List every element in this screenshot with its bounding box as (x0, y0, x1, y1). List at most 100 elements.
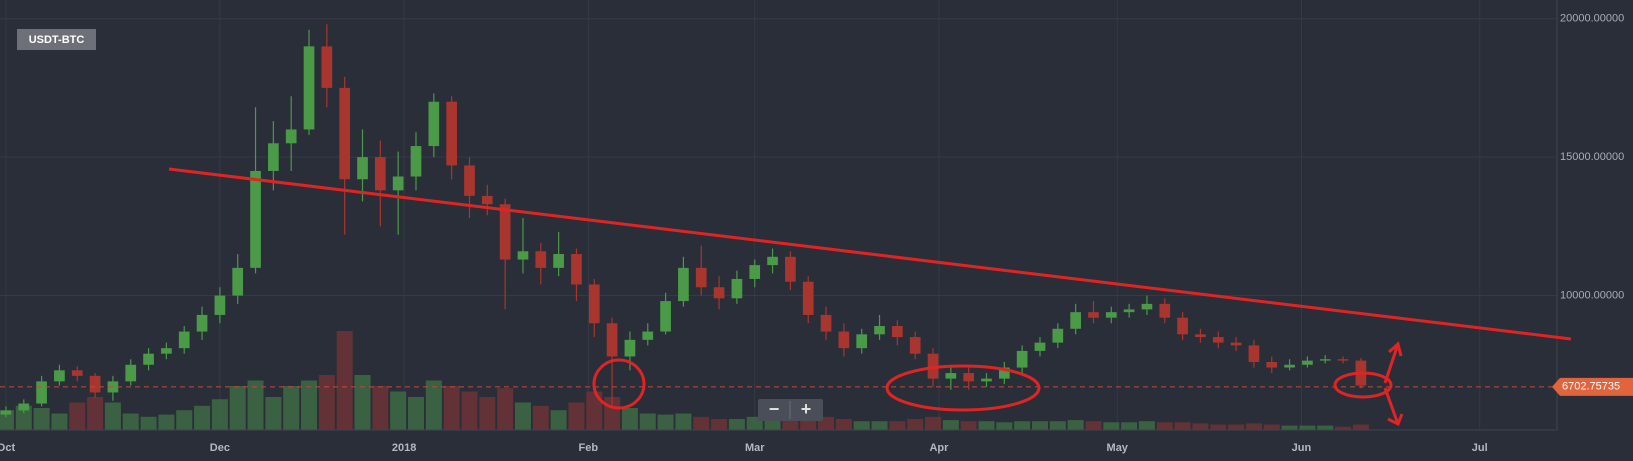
candle-body (339, 87, 351, 180)
volume-bar (301, 380, 318, 430)
arrow-up (1383, 341, 1403, 384)
volume-bar (122, 413, 139, 430)
candle-body (1070, 312, 1081, 329)
volume-bar (728, 419, 745, 430)
x-tick-label: Mar (745, 442, 765, 454)
x-tick-label: Dec (210, 442, 230, 454)
volume-bar (924, 416, 942, 430)
volume-bar (1067, 420, 1084, 430)
candle-body (1159, 303, 1171, 318)
ellipse-annotation (1333, 371, 1393, 399)
volume-bar (51, 413, 68, 430)
candle-body (1337, 359, 1349, 361)
candle-body (0, 410, 12, 415)
volume-bar (140, 416, 157, 430)
candle-body (1248, 345, 1260, 363)
candle-body (945, 373, 957, 379)
volume-bar (514, 402, 531, 430)
volume-bar (1103, 422, 1120, 430)
candle-body (1284, 364, 1295, 368)
volume-bar (1085, 421, 1102, 430)
axes: 10000.00000 15000.00000 20000.00000 Oct Dec 2… (0, 13, 1633, 454)
candle-body (1105, 312, 1117, 318)
annotations (168, 167, 1572, 427)
trend-line (168, 167, 1572, 341)
last-price-label: 6702.75735 (1562, 381, 1620, 393)
volume-bar (407, 397, 425, 430)
volume-bar (1031, 421, 1049, 430)
candle-body (1302, 360, 1313, 365)
volume-bar (960, 421, 977, 430)
zoom-controls: − + (758, 399, 823, 421)
y-tick-label: 20000.00000 (1560, 13, 1624, 25)
candle-layer (0, 24, 1367, 418)
candle-body (410, 146, 422, 177)
candle-body (678, 267, 689, 302)
candle-body (1230, 342, 1242, 346)
volume-bar (265, 397, 282, 430)
candle-body (481, 195, 493, 205)
volume-bar (568, 402, 585, 430)
volume-bar (1228, 424, 1245, 430)
candle-body (54, 370, 65, 382)
candle-body (749, 265, 761, 279)
candle-body (1123, 309, 1135, 313)
volume-bar (996, 422, 1013, 430)
volume-bar (1245, 423, 1262, 430)
candle-body (713, 287, 725, 299)
candle-body (874, 326, 885, 335)
candle-body (892, 326, 903, 338)
candle-body (285, 129, 297, 144)
candle-body (1195, 334, 1206, 338)
zoom-out-button[interactable]: − (769, 399, 780, 419)
arrow-down (1383, 387, 1404, 427)
zoom-in-button[interactable]: + (801, 399, 812, 419)
volume-bar (1317, 425, 1334, 430)
volume-bar (675, 413, 692, 430)
candle-body (143, 353, 154, 365)
candle-body (357, 157, 368, 180)
candle-body (214, 295, 226, 315)
volume-bar (497, 388, 514, 430)
volume-bar (33, 408, 50, 430)
ellipse-annotation (885, 364, 1041, 412)
candle-body (1212, 337, 1224, 343)
candle-body (571, 254, 582, 285)
grid (0, 0, 1557, 430)
volume-bar (978, 421, 995, 430)
volume-bar (247, 380, 264, 430)
candle-body (374, 157, 386, 191)
volume-bar (176, 410, 193, 430)
volume-bar (1335, 426, 1352, 430)
y-tick-label: 15000.00000 (1560, 151, 1624, 163)
candle-body (553, 254, 564, 268)
x-tick-label: Feb (579, 442, 599, 454)
volume-bar (1192, 423, 1209, 430)
candle-body (606, 323, 618, 357)
volume-bar (586, 391, 603, 430)
volume-bar (443, 386, 460, 430)
candle-body (464, 165, 475, 196)
x-tick-label: Apr (929, 442, 949, 454)
candle-body (517, 251, 529, 260)
candle-body (18, 403, 30, 411)
candle-body (695, 267, 707, 288)
candle-body (838, 331, 850, 349)
volume-bar (0, 410, 14, 430)
candle-body (624, 339, 636, 357)
volume-bar (1352, 424, 1369, 430)
x-tick-label: Jun (1292, 442, 1312, 454)
volume-bar (907, 419, 924, 430)
volume-bar (390, 391, 407, 430)
volume-bar (1156, 422, 1173, 430)
x-tick-label: May (1107, 442, 1129, 454)
volume-bar (425, 380, 442, 430)
volume-bar (461, 391, 478, 430)
candle-body (909, 337, 921, 354)
candle-body (1177, 317, 1188, 335)
volume-bar (1014, 421, 1031, 430)
x-tick-label: Jul (1472, 442, 1488, 454)
volume-bar (942, 420, 959, 430)
volume-bar (764, 419, 781, 430)
